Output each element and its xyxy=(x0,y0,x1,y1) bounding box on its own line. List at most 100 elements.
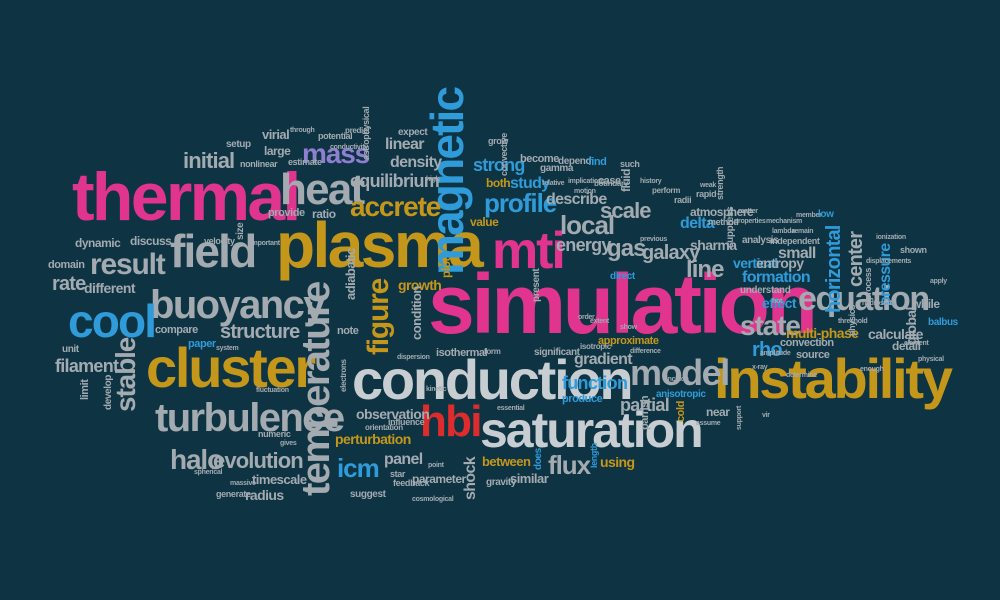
word-enough: enough xyxy=(860,366,884,373)
word-domain: domain xyxy=(48,259,85,271)
word-mass: mass xyxy=(302,138,370,169)
word-formation: formation xyxy=(742,269,811,286)
word-determine: determine xyxy=(786,372,817,379)
word-condition: condition xyxy=(409,286,424,340)
word-potential: potential xyxy=(318,131,353,141)
word-rho: rho xyxy=(752,339,783,361)
word-limit: limit xyxy=(79,379,91,400)
word-thermal: thermal xyxy=(72,159,301,235)
word-while: while xyxy=(912,297,940,311)
word-method: method xyxy=(708,217,739,227)
word-similar: similar xyxy=(510,471,549,486)
word-suppress: suppress xyxy=(725,206,736,248)
word-rapid: rapid xyxy=(696,189,717,199)
word-expect: expect xyxy=(398,127,428,138)
word-halo: halo xyxy=(170,444,224,475)
word-spherical: spherical xyxy=(194,469,223,476)
word-describe: describe xyxy=(546,191,607,208)
word-timescale: timescale xyxy=(252,472,307,487)
word-accrete: accrete xyxy=(350,191,441,222)
word-perturbation: perturbation xyxy=(335,431,411,447)
word-approximate: approximate xyxy=(598,335,659,347)
word-remain: remain xyxy=(792,228,814,235)
word-flux: flux xyxy=(548,450,591,480)
word-buoyancy: buoyancy xyxy=(150,283,326,327)
word-astrophysical: astrophysical xyxy=(361,106,371,160)
word-hot: hot xyxy=(772,298,783,305)
word-nonlinear: nonlinear xyxy=(240,159,278,169)
word-generate: generate xyxy=(216,489,251,499)
word-cosmological: cosmological xyxy=(412,496,454,503)
word-large: large xyxy=(264,144,291,158)
word-feedback: feedback xyxy=(393,478,430,488)
word-conductivity: conductivity xyxy=(330,144,368,151)
word-motion: motion xyxy=(574,188,596,195)
word-weak: weak xyxy=(700,182,717,189)
word-x-ray: x-ray xyxy=(752,364,768,371)
word-heat: heat xyxy=(280,165,365,214)
word-turbulence: turbulence xyxy=(155,396,345,440)
word-gradient: gradient xyxy=(574,351,633,368)
word-isothermal: isothermal xyxy=(436,347,488,359)
word-hbi: hbi xyxy=(420,397,482,446)
word-significant: significant xyxy=(534,347,580,358)
word-both: both xyxy=(486,176,511,190)
word-calculate: calculate xyxy=(868,326,923,342)
word-element: element xyxy=(904,340,929,347)
word-kinetic: kinetic xyxy=(426,386,447,393)
word-displacements: displacements xyxy=(866,258,911,265)
word-gravity: gravity xyxy=(486,477,516,488)
word-icm: icm xyxy=(337,453,380,483)
word-predict: predict xyxy=(345,126,370,135)
word-horizontal: horizontal xyxy=(823,225,845,313)
word-paper: paper xyxy=(188,338,216,350)
word-compare: compare xyxy=(155,324,198,336)
word-radii: radii xyxy=(674,195,692,205)
word-size: size xyxy=(235,222,246,240)
word-unit: unit xyxy=(62,344,79,355)
word-discuss: discuss xyxy=(130,234,172,248)
word-apply: apply xyxy=(930,278,947,285)
word-hydrostatic: hydrostatic xyxy=(862,300,897,307)
word-physical: physical xyxy=(918,356,944,363)
word-gamma: gamma xyxy=(540,163,574,174)
word-initial: initial xyxy=(183,148,235,173)
word-depend: depend xyxy=(558,156,592,167)
word-using: using xyxy=(600,454,635,470)
word-provide: provide xyxy=(268,207,305,219)
word-produce: produce xyxy=(562,393,603,405)
word-state: state xyxy=(740,310,801,341)
word-function: function xyxy=(562,373,628,393)
word-simulation: simulation xyxy=(428,257,818,351)
word-cold: cold xyxy=(675,401,687,422)
word-near: near xyxy=(706,405,730,419)
word-numeric: numeric xyxy=(258,429,291,439)
word-pressure: pressure xyxy=(877,243,894,306)
word-atmosphere: atmosphere xyxy=(690,205,754,219)
word-extent: extent xyxy=(590,318,609,325)
word-low: low xyxy=(818,209,834,220)
word-history: history xyxy=(640,178,662,185)
word-density: density xyxy=(390,154,442,171)
word-strong: strong xyxy=(473,155,525,175)
word-parrish: parrish xyxy=(639,395,651,430)
word-orientation: orientation xyxy=(365,423,403,432)
word-mechanism: mechanism xyxy=(766,218,802,225)
word-point: point xyxy=(428,462,444,469)
word-radius: radius xyxy=(245,487,284,503)
word-evolution: evolution xyxy=(213,448,304,473)
word-observation: observation xyxy=(356,406,430,422)
word-model: model xyxy=(630,352,730,393)
word-ionization: ionization xyxy=(876,234,906,241)
word-small: small xyxy=(778,245,816,262)
word-suggest: suggest xyxy=(350,489,386,500)
word-order: order xyxy=(578,314,595,321)
word-local: local xyxy=(560,210,615,240)
word-does: does xyxy=(533,448,544,470)
word-source: source xyxy=(796,349,830,361)
word-star: star xyxy=(390,469,406,479)
word-isotropic: isotropic xyxy=(580,342,611,351)
word-important: important xyxy=(250,240,280,247)
word-dispersion: dispersion xyxy=(397,354,430,361)
